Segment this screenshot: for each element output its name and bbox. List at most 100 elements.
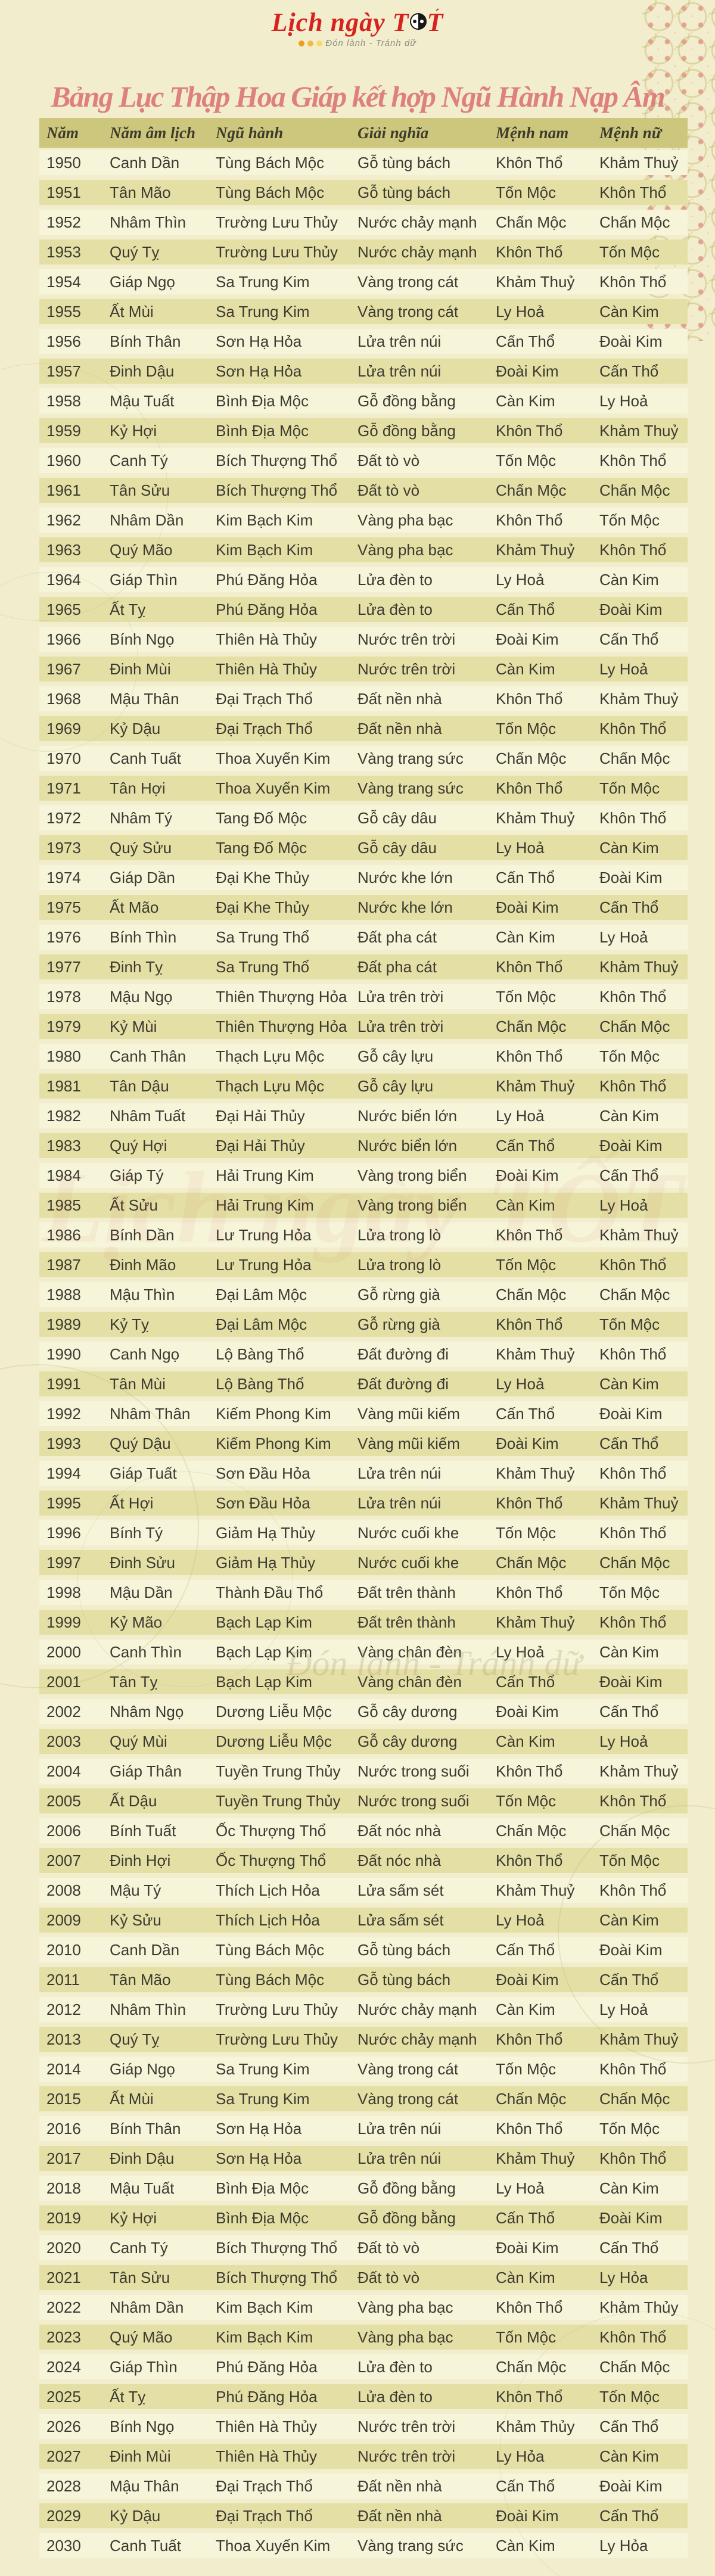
- cell-lunar-year: Giáp Tuất: [110, 1464, 177, 1482]
- cell-fate-female: Khôn Thổ: [599, 2328, 667, 2346]
- table-row: 1957 Đinh Dậu Sơn Hạ Hỏa Lửa trên núi Đoài K…: [39, 359, 688, 384]
- cell-element: Thích Lịch Hỏa: [216, 1881, 320, 1899]
- cell-year: 2009: [46, 1911, 81, 1929]
- cell-meaning: Vàng trong cát: [358, 272, 459, 291]
- cell-fate-male: Đoài Kim: [496, 630, 559, 648]
- cell-fate-female: Khôn Thổ: [599, 1523, 667, 1542]
- table-row: 2020 Canh Tý Bích Thượng Thổ Đất tò vò Đoài …: [39, 2235, 688, 2260]
- cell-fate-male: Khảm Thuỷ: [496, 1881, 575, 1899]
- column-header-element: Ngũ hành: [216, 123, 284, 142]
- cell-element: Kim Bạch Kim: [216, 511, 313, 529]
- cell-lunar-year: Bính Thân: [110, 2119, 181, 2138]
- cell-year: 1963: [46, 540, 81, 559]
- cell-element: Thiên Thượng Hỏa: [216, 987, 347, 1006]
- cell-lunar-year: Canh Dần: [110, 153, 180, 172]
- cell-year: 2028: [46, 2477, 81, 2495]
- cell-fate-male: Chấn Mộc: [496, 481, 567, 499]
- cell-lunar-year: Nhâm Tý: [110, 808, 172, 827]
- cell-element: Ốc Thượng Thổ: [216, 1821, 327, 1840]
- table-row: 1981 Tân Dậu Thạch Lựu Mộc Gỗ cây lựu Khảm T…: [39, 1074, 688, 1099]
- cell-meaning: Đất pha cát: [358, 957, 437, 976]
- table-row: 1960 Canh Tý Bích Thượng Thổ Đất tò vò Tốn M…: [39, 448, 688, 473]
- cell-fate-male: Đoài Kim: [496, 2238, 559, 2257]
- cell-fate-female: Chấn Mộc: [599, 2089, 670, 2108]
- cell-lunar-year: Đinh Tỵ: [110, 957, 163, 976]
- cell-fate-female: Đoài Kim: [599, 1940, 663, 1959]
- cell-year: 1966: [46, 630, 81, 648]
- cell-year: 1982: [46, 1106, 81, 1125]
- cell-fate-male: Khôn Thổ: [496, 2030, 563, 2048]
- cell-year: 2007: [46, 1851, 81, 1869]
- cell-meaning: Nước chảy mạnh: [358, 2000, 477, 2018]
- cell-fate-female: Khôn Thổ: [599, 451, 667, 469]
- cell-lunar-year: Ất Sửu: [110, 1196, 158, 1214]
- cell-meaning: Vàng trong biển: [358, 1196, 467, 1214]
- table-row: 2028 Mậu Thân Đại Trạch Thổ Đất nền nhà Cấn …: [39, 2474, 688, 2499]
- cell-lunar-year: Tân Sửu: [110, 481, 170, 499]
- cell-fate-female: Khôn Thổ: [599, 1077, 667, 1095]
- cell-fate-female: Tốn Mộc: [599, 2387, 660, 2406]
- table-row: 2030 Canh Tuất Thoa Xuyến Kim Vàng trang sứ…: [39, 2533, 688, 2558]
- cell-fate-female: Chấn Mộc: [599, 1017, 670, 1035]
- table-row: 1995 Ất Hợi Sơn Đầu Hỏa Lửa trên núi Khôn Th…: [39, 1491, 688, 1516]
- cell-element: Thiên Hà Thủy: [216, 2447, 318, 2465]
- cell-element: Sơn Hạ Hỏa: [216, 362, 302, 380]
- cell-meaning: Đất đường đi: [358, 1345, 449, 1363]
- cell-fate-female: Chấn Mộc: [599, 2357, 670, 2376]
- cell-fate-male: Khảm Thuỷ: [496, 1464, 575, 1482]
- cell-lunar-year: Bính Dần: [110, 1225, 175, 1244]
- cell-element: Sơn Hạ Hỏa: [216, 332, 302, 350]
- cell-fate-male: Khôn Thổ: [496, 1494, 563, 1512]
- cell-fate-male: Ly Hoả: [496, 2179, 545, 2197]
- cell-meaning: Gỗ rừng già: [358, 1285, 440, 1303]
- cell-year: 1969: [46, 719, 81, 738]
- cell-meaning: Đất nóc nhà: [358, 1851, 442, 1869]
- cell-fate-female: Chấn Mộc: [599, 1285, 670, 1303]
- cell-lunar-year: Tân Tỵ: [110, 1672, 158, 1691]
- cell-fate-male: Càn Kim: [496, 928, 555, 946]
- table-row: 1996 Bính Tý Giảm Hạ Thủy Nước cuối khe Tốn …: [39, 1520, 688, 1545]
- cell-element: Bình Địa Mộc: [216, 2179, 309, 2197]
- cell-fate-female: Khôn Thổ: [599, 1345, 667, 1363]
- cell-fate-male: Chấn Mộc: [496, 749, 567, 767]
- cell-fate-male: Tốn Mộc: [496, 2328, 557, 2346]
- cell-lunar-year: Tân Mão: [110, 183, 171, 201]
- cell-meaning: Nước khe lớn: [358, 898, 453, 916]
- cell-fate-male: Khôn Thổ: [496, 689, 563, 708]
- cell-year: 2017: [46, 2149, 81, 2167]
- cell-lunar-year: Đinh Dậu: [110, 362, 175, 380]
- cell-fate-male: Đoài Kim: [496, 898, 559, 916]
- cell-fate-male: Khôn Thổ: [496, 511, 563, 529]
- cell-lunar-year: Đinh Mão: [110, 1255, 176, 1274]
- table-row: 1965 Ất Tỵ Phú Đăng Hỏa Lửa đèn to Cấn Thổ Đo…: [39, 597, 688, 622]
- cell-fate-male: Ly Hoả: [496, 570, 545, 589]
- cell-element: Sa Trung Thổ: [216, 957, 310, 976]
- cell-element: Bình Địa Mộc: [216, 2208, 309, 2227]
- table-row: 1956 Bính Thân Sơn Hạ Hỏa Lửa trên núi Cấn T…: [39, 329, 688, 354]
- tagline-text: Đón lành - Tránh dữ: [325, 38, 416, 49]
- cell-element: Tùng Bách Mộc: [216, 153, 325, 172]
- cell-year: 2004: [46, 1762, 81, 1780]
- table-row: 2013 Quý Tỵ Trường Lưu Thủy Nước chảy mạnh K…: [39, 2027, 688, 2052]
- table-row: 1975 Ất Mão Đại Khe Thủy Nước khe lớn Đoài K…: [39, 895, 688, 920]
- cell-fate-female: Chấn Mộc: [599, 481, 670, 499]
- cell-meaning: Gỗ tùng bách: [358, 1940, 451, 1959]
- table-row: 1985 Ất Sửu Hải Trung Kim Vàng trong biển Cà…: [39, 1193, 688, 1218]
- cell-lunar-year: Tân Dậu: [110, 1077, 169, 1095]
- cell-element: Đại Khe Thủy: [216, 898, 310, 916]
- cell-fate-female: Cấn Thổ: [599, 2238, 659, 2257]
- cell-lunar-year: Kỷ Tỵ: [110, 1315, 149, 1333]
- table-row: 2003 Quý Mùi Dương Liễu Mộc Gỗ cây dương Càn…: [39, 1729, 688, 1754]
- cell-fate-male: Tốn Mộc: [496, 2059, 557, 2078]
- table-row: 1952 Nhâm Thìn Trường Lưu Thủy Nước chảy mạ…: [39, 210, 688, 235]
- cell-fate-male: Càn Kim: [496, 1732, 555, 1750]
- cell-fate-male: Càn Kim: [496, 1196, 555, 1214]
- table-row: 2009 Kỷ Sửu Thích Lịch Hỏa Lửa sấm sét Ly Ho…: [39, 1908, 688, 1933]
- table-row: 2025 Ất Tỵ Phú Đăng Hỏa Lửa đèn to Khôn Thổ T…: [39, 2384, 688, 2409]
- cell-meaning: Đất pha cát: [358, 928, 437, 946]
- cell-fate-male: Cấn Thổ: [496, 2477, 555, 2495]
- cell-lunar-year: Bính Tuất: [110, 1821, 176, 1840]
- table-row: 1986 Bính Dần Lư Trung Hỏa Lửa trong lò Khôn…: [39, 1222, 688, 1247]
- cell-meaning: Nước cuối khe: [358, 1553, 459, 1572]
- cell-meaning: Vàng trong cát: [358, 302, 459, 321]
